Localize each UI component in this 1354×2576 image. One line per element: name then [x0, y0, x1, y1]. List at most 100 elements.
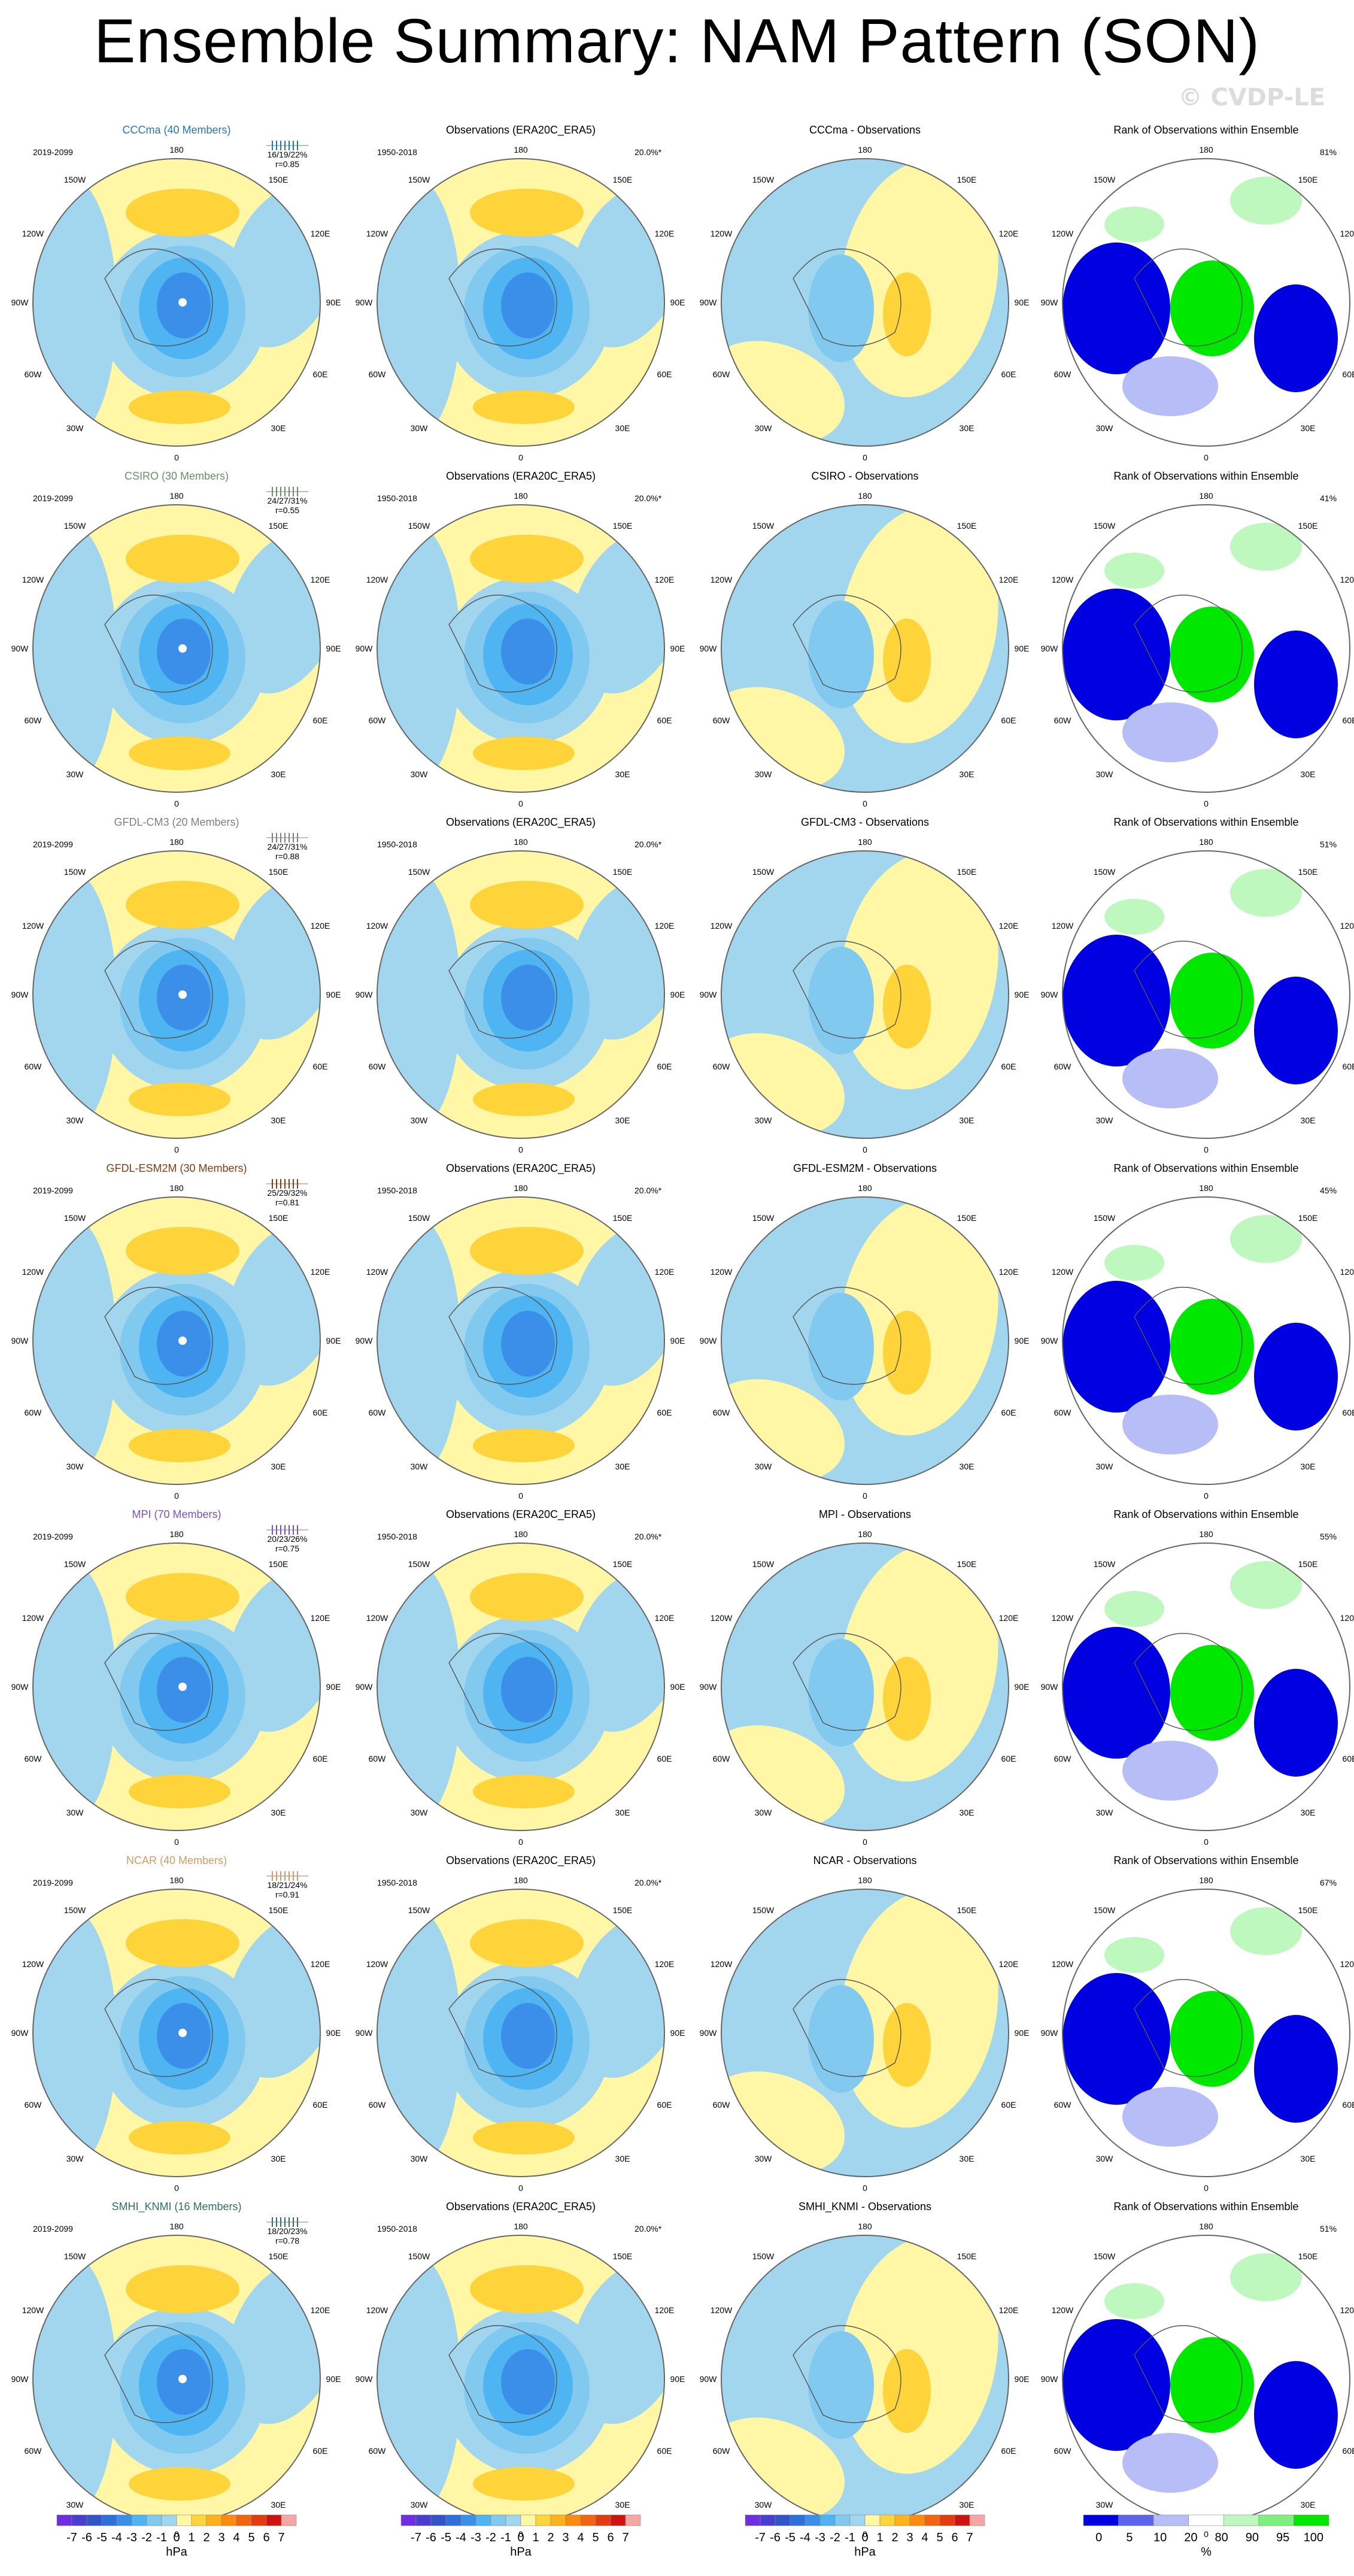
- lon-label-left: 90W: [11, 990, 29, 999]
- colorbar-tick-label: -7: [411, 2531, 421, 2544]
- coastline: [1134, 2325, 1243, 2423]
- lon-label-left: 120W: [1052, 1613, 1074, 1623]
- lon-label-right: 60E: [1343, 1754, 1354, 1763]
- model-panel-title: SMHI_KNMI (16 Members): [111, 2201, 241, 2213]
- lon-label-left: 30W: [755, 1462, 773, 1471]
- lon-label-right: 90E: [326, 1336, 341, 1345]
- colorbar-tick-label: -3: [815, 2531, 825, 2544]
- lon-label-top: 180: [858, 1875, 872, 1885]
- pole-marker: [178, 1337, 187, 1345]
- map-outline: [32, 1542, 321, 1831]
- lon-label-right: 60E: [1001, 716, 1016, 725]
- positive-anomaly: [883, 2349, 931, 2433]
- colorbar-swatch: [430, 2514, 447, 2526]
- positive-anomaly: [470, 189, 584, 237]
- lon-label-right: 60E: [657, 2446, 672, 2456]
- lon-label-left: 120W: [22, 1267, 44, 1277]
- diff-panel-title: CSIRO - Observations: [811, 470, 918, 482]
- high-rank-region: [1230, 177, 1302, 225]
- lon-label-left: 60W: [1054, 1754, 1072, 1763]
- lon-label-left: 150W: [408, 1905, 430, 1915]
- high-rank-region: [1230, 1907, 1302, 1955]
- lon-label-right: 150E: [269, 1559, 289, 1569]
- high-rank-region: [1104, 1245, 1164, 1281]
- lon-label-left: 120W: [366, 1613, 388, 1623]
- positive-anomaly: [473, 1429, 575, 1462]
- pole-marker: [178, 2029, 187, 2037]
- lon-label-top: 180: [514, 2222, 528, 2231]
- lon-label-right: 120E: [311, 1959, 330, 1969]
- lon-label-left: 120W: [711, 2305, 733, 2315]
- lon-label-left: 150W: [408, 1559, 430, 1569]
- lon-label-right: 30E: [960, 1116, 974, 1125]
- lon-label-right: 30E: [615, 2154, 630, 2163]
- lon-label-left: 60W: [1054, 1062, 1072, 1071]
- lon-label-bottom: 0: [174, 2529, 179, 2539]
- lon-label-right: 90E: [1015, 644, 1030, 653]
- lon-label-left: 150W: [408, 867, 430, 877]
- low-rank-region: [1122, 356, 1218, 416]
- lon-label-left: 90W: [700, 644, 718, 653]
- obs-percent: 20.0%*: [635, 1186, 662, 1195]
- lon-label-left: 60W: [25, 716, 42, 725]
- colorbar-swatch: [1258, 2514, 1294, 2526]
- lon-label-bottom: 0: [1204, 799, 1209, 808]
- lon-label-right: 150E: [269, 521, 289, 531]
- colorbar-tick-label: 5: [248, 2531, 254, 2544]
- rank-percent: 51%: [1320, 840, 1337, 849]
- high-rank-region: [1104, 1591, 1164, 1627]
- coastline: [1134, 941, 1243, 1039]
- lon-label-right: 60E: [313, 369, 328, 379]
- pole-marker: [178, 644, 187, 653]
- model-panel-title: CCCma (40 Members): [122, 124, 230, 136]
- lon-label-left: 90W: [11, 1336, 29, 1345]
- colorbar-swatch: [1083, 2514, 1119, 2526]
- positive-anomaly: [883, 619, 931, 702]
- lon-label-top: 180: [1199, 1183, 1213, 1193]
- map-outline: [32, 504, 321, 793]
- positive-anomaly: [129, 737, 230, 770]
- colorbar-tick-label: -3: [470, 2531, 481, 2544]
- lon-label-bottom: 0: [1204, 1491, 1209, 1501]
- lon-label-left: 120W: [711, 1613, 733, 1623]
- lon-label-left: 90W: [1041, 990, 1059, 999]
- map-outline: [377, 158, 665, 447]
- obs-panel-title: Observations (ERA20C_ERA5): [446, 124, 596, 137]
- colorbar-swatch: [804, 2514, 821, 2526]
- lon-label-left: 120W: [366, 1959, 388, 1969]
- lon-label-right: 90E: [1015, 298, 1030, 307]
- colorbar-swatch: [864, 2514, 881, 2526]
- lon-label-left: 60W: [713, 1754, 731, 1763]
- coastline: [448, 1979, 557, 2077]
- map-panel-r1-c2: 180 0 150W 120W 90W 60W 30W 150E 120E 90E 60E 30E: [356, 145, 685, 462]
- rank-panel-title: Rank of Observations within Ensemble: [1113, 470, 1298, 482]
- low-rank-region: [1254, 1323, 1338, 1431]
- rank-panel-title: Rank of Observations within Ensemble: [1113, 1854, 1298, 1866]
- lon-label-left: 150W: [1094, 2251, 1116, 2261]
- positive-anomaly: [470, 1919, 584, 1967]
- spread-indicator: [266, 833, 308, 842]
- lon-label-right: 120E: [655, 2305, 675, 2315]
- lon-label-left: 90W: [11, 644, 29, 653]
- lon-label-right: 60E: [1001, 1062, 1016, 1071]
- lon-label-left: 120W: [1052, 575, 1074, 584]
- lon-label-bottom: 0: [174, 453, 179, 462]
- lon-label-right: 30E: [271, 769, 286, 779]
- positive-anomaly: [473, 1083, 575, 1116]
- negative-anomaly: [808, 2331, 874, 2439]
- lon-label-left: 120W: [22, 921, 44, 931]
- lon-label-right: 60E: [313, 1062, 328, 1071]
- colorbar-swatch: [161, 2514, 177, 2526]
- colorbar-unit: hPa: [510, 2545, 532, 2559]
- lon-label-right: 30E: [960, 423, 974, 433]
- lon-label-left: 90W: [356, 1682, 374, 1692]
- high-rank-region: [1104, 899, 1164, 935]
- rank-percent: 67%: [1320, 1878, 1337, 1887]
- low-rank-region: [1122, 1395, 1218, 1454]
- obs-period: 1950-2018: [377, 1532, 417, 1541]
- colorbar-tick-label: -6: [81, 2531, 92, 2544]
- colorbar-tick-label: -5: [96, 2531, 107, 2544]
- colorbar-tick-label: -1: [156, 2531, 167, 2544]
- lon-label-right: 150E: [957, 175, 977, 184]
- colorbar-swatch: [834, 2514, 851, 2526]
